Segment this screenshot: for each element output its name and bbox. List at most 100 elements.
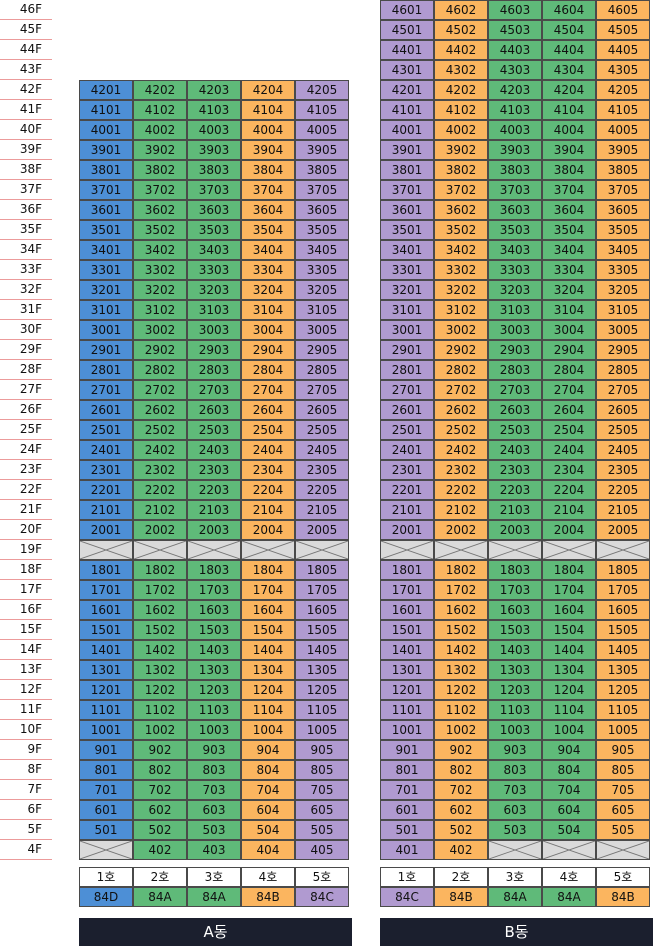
unit-cell[interactable]: 3205	[596, 280, 650, 300]
unit-cell[interactable]: 4203	[488, 80, 542, 100]
unit-cell[interactable]: 3402	[133, 240, 187, 260]
unit-cell[interactable]: 2904	[542, 340, 596, 360]
unit-cell[interactable]: 2701	[79, 380, 133, 400]
unit-cell[interactable]: 1402	[133, 640, 187, 660]
unit-cell[interactable]: 2204	[542, 480, 596, 500]
unit-cell[interactable]: 2801	[380, 360, 434, 380]
unit-cell[interactable]: 1004	[542, 720, 596, 740]
unit-cell[interactable]: 1505	[596, 620, 650, 640]
unit-cell[interactable]: 1803	[488, 560, 542, 580]
unit-cell[interactable]: 2904	[241, 340, 295, 360]
unit-cell[interactable]: 3802	[133, 160, 187, 180]
unit-cell[interactable]: 4202	[133, 80, 187, 100]
unit-cell[interactable]: 2003	[187, 520, 241, 540]
unit-cell[interactable]: 702	[133, 780, 187, 800]
unit-cell[interactable]: 3301	[79, 260, 133, 280]
unit-cell[interactable]: 3805	[295, 160, 349, 180]
unit-cell[interactable]: 1202	[133, 680, 187, 700]
unit-cell[interactable]: 904	[542, 740, 596, 760]
unit-cell[interactable]: 4604	[542, 0, 596, 20]
unit-cell[interactable]: 2503	[488, 420, 542, 440]
unit-cell[interactable]: 3202	[434, 280, 488, 300]
unit-cell[interactable]: 1605	[596, 600, 650, 620]
unit-cell[interactable]: 2805	[596, 360, 650, 380]
unit-cell[interactable]: 2401	[380, 440, 434, 460]
unit-cell[interactable]: 3702	[133, 180, 187, 200]
unit-cell[interactable]: 405	[295, 840, 349, 860]
unit-cell[interactable]: 1605	[295, 600, 349, 620]
unit-cell[interactable]: 1701	[380, 580, 434, 600]
unit-cell[interactable]: 4503	[488, 20, 542, 40]
unit-cell[interactable]: 1101	[79, 700, 133, 720]
unit-cell[interactable]: 1205	[596, 680, 650, 700]
unit-cell[interactable]: 905	[295, 740, 349, 760]
unit-cell[interactable]: 1504	[542, 620, 596, 640]
unit-cell[interactable]: 3901	[79, 140, 133, 160]
unit-cell[interactable]: 1505	[295, 620, 349, 640]
unit-cell[interactable]: 504	[542, 820, 596, 840]
unit-cell[interactable]: 3603	[488, 200, 542, 220]
unit-cell[interactable]: 2405	[295, 440, 349, 460]
unit-cell[interactable]: 905	[596, 740, 650, 760]
unit-cell[interactable]: 4202	[434, 80, 488, 100]
unit-cell[interactable]: 4404	[542, 40, 596, 60]
unit-cell[interactable]: 3303	[187, 260, 241, 280]
unit-cell[interactable]: 1501	[79, 620, 133, 640]
unit-cell[interactable]: 1803	[187, 560, 241, 580]
unit-cell[interactable]: 2202	[434, 480, 488, 500]
unit-cell[interactable]: 2201	[380, 480, 434, 500]
unit-cell[interactable]: 2304	[241, 460, 295, 480]
unit-cell[interactable]: 3502	[434, 220, 488, 240]
unit-cell[interactable]: 505	[295, 820, 349, 840]
unit-cell[interactable]: 601	[79, 800, 133, 820]
unit-cell[interactable]: 2601	[380, 400, 434, 420]
unit-cell[interactable]: 1201	[79, 680, 133, 700]
unit-cell[interactable]: 2403	[187, 440, 241, 460]
unit-cell[interactable]: 401	[380, 840, 434, 860]
unit-cell[interactable]: 702	[434, 780, 488, 800]
unit-cell[interactable]: 1503	[488, 620, 542, 640]
unit-cell[interactable]: 4103	[187, 100, 241, 120]
unit-cell[interactable]: 1204	[241, 680, 295, 700]
unit-cell[interactable]: 3505	[295, 220, 349, 240]
unit-cell[interactable]: 3201	[380, 280, 434, 300]
unit-cell[interactable]: 1403	[187, 640, 241, 660]
unit-cell[interactable]: 2202	[133, 480, 187, 500]
unit-cell[interactable]: 1103	[187, 700, 241, 720]
unit-cell[interactable]: 705	[295, 780, 349, 800]
unit-cell[interactable]: 4102	[133, 100, 187, 120]
unit-cell[interactable]: 4603	[488, 0, 542, 20]
unit-cell[interactable]: 803	[488, 760, 542, 780]
unit-cell[interactable]: 3602	[434, 200, 488, 220]
unit-cell[interactable]: 4004	[241, 120, 295, 140]
unit-cell[interactable]: 501	[79, 820, 133, 840]
unit-cell[interactable]: 3103	[488, 300, 542, 320]
unit-cell[interactable]: 1005	[596, 720, 650, 740]
unit-cell[interactable]: 802	[434, 760, 488, 780]
unit-cell[interactable]: 3104	[542, 300, 596, 320]
unit-cell[interactable]: 605	[596, 800, 650, 820]
unit-cell[interactable]: 2404	[542, 440, 596, 460]
unit-cell[interactable]: 1305	[295, 660, 349, 680]
unit-cell[interactable]: 4101	[79, 100, 133, 120]
unit-cell[interactable]: 1302	[133, 660, 187, 680]
unit-cell[interactable]: 3702	[434, 180, 488, 200]
unit-cell[interactable]: 4102	[434, 100, 488, 120]
unit-cell[interactable]: 3001	[79, 320, 133, 340]
unit-cell[interactable]: 3804	[542, 160, 596, 180]
unit-cell[interactable]: 1101	[380, 700, 434, 720]
unit-cell[interactable]: 3301	[380, 260, 434, 280]
unit-cell[interactable]: 3203	[187, 280, 241, 300]
unit-cell[interactable]: 4301	[380, 60, 434, 80]
unit-cell[interactable]: 4001	[79, 120, 133, 140]
unit-cell[interactable]: 1705	[596, 580, 650, 600]
unit-cell[interactable]: 705	[596, 780, 650, 800]
unit-cell[interactable]: 602	[434, 800, 488, 820]
unit-cell[interactable]: 4205	[295, 80, 349, 100]
unit-cell[interactable]: 1302	[434, 660, 488, 680]
unit-cell[interactable]: 4105	[596, 100, 650, 120]
unit-cell[interactable]: 503	[187, 820, 241, 840]
unit-cell[interactable]: 1601	[79, 600, 133, 620]
unit-cell[interactable]: 3401	[79, 240, 133, 260]
unit-cell[interactable]: 3302	[133, 260, 187, 280]
